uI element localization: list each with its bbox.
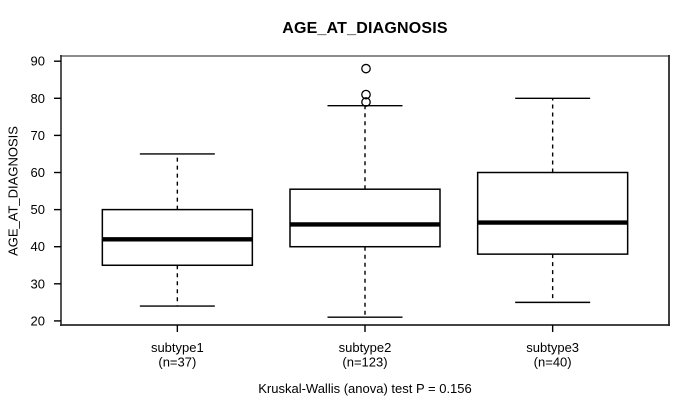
iqr-box xyxy=(476,171,629,255)
outlier-point xyxy=(361,97,371,107)
stat-test-caption: Kruskal-Wallis (anova) test P = 0.156 xyxy=(258,381,472,396)
y-tick-label: 50 xyxy=(31,202,45,217)
chart-title: AGE_AT_DIAGNOSIS xyxy=(282,20,448,37)
group-n-label: (n=123) xyxy=(342,355,387,370)
group-label: subtype1 xyxy=(151,340,204,355)
y-tick-label: 90 xyxy=(31,54,45,69)
y-tick-label: 40 xyxy=(31,239,45,254)
group-n-label: (n=37) xyxy=(158,355,196,370)
y-tick-label: 60 xyxy=(31,165,45,180)
y-tick-label: 20 xyxy=(31,313,45,328)
group-label: subtype3 xyxy=(526,340,579,355)
iqr-box xyxy=(289,188,441,248)
y-tick-label: 30 xyxy=(31,276,45,291)
outlier-point xyxy=(361,63,371,74)
y-tick-label: 70 xyxy=(31,128,45,143)
outlier-point xyxy=(361,89,371,100)
group-n-label: (n=40) xyxy=(534,355,572,370)
y-tick-label: 80 xyxy=(31,91,45,106)
group-label: subtype2 xyxy=(339,340,392,355)
